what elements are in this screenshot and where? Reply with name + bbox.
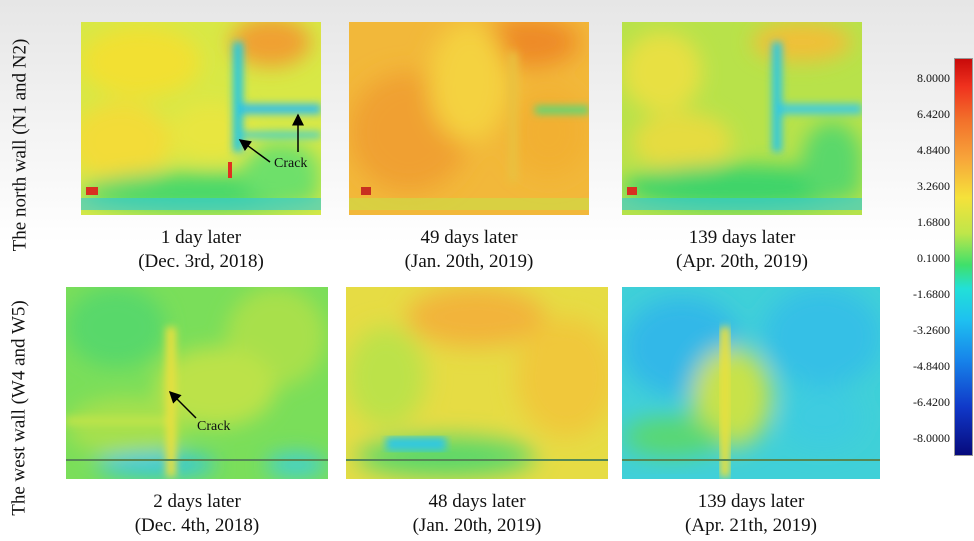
colorbar-tick: -1.6800 bbox=[913, 287, 950, 301]
caption-north-day139: 139 days later (Apr. 20th, 2019) bbox=[622, 226, 862, 274]
caption-west-day2: 2 days later (Dec. 4th, 2018) bbox=[66, 490, 328, 538]
deformation-map bbox=[622, 287, 880, 479]
caption-west-day139: 139 days later (Apr. 21th, 2019) bbox=[622, 490, 880, 538]
caption-north-day49: 49 days later (Jan. 20th, 2019) bbox=[349, 226, 589, 274]
colorbar bbox=[954, 58, 973, 456]
colorbar-tick: 4.8400 bbox=[917, 143, 950, 157]
colorbar-tick: -4.8400 bbox=[913, 359, 950, 373]
colorbar-tick: 0.1000 bbox=[917, 251, 950, 265]
panel-west-day139 bbox=[622, 287, 880, 479]
crack-label: Crack bbox=[274, 156, 308, 171]
colorbar-tick: -6.4200 bbox=[913, 395, 950, 409]
colorbar-tick: -3.2600 bbox=[913, 323, 950, 337]
caption-line1: 48 days later bbox=[428, 491, 526, 512]
caption-line2: (Jan. 20th, 2019) bbox=[412, 515, 542, 536]
caption-line1: 49 days later bbox=[420, 227, 518, 248]
row-label-west: The west wall (W4 and W5) bbox=[0, 280, 40, 535]
colorbar-tick: 1.6800 bbox=[917, 215, 950, 229]
deformation-map bbox=[66, 287, 328, 479]
deformation-map bbox=[622, 22, 862, 215]
caption-line2: (Dec. 4th, 2018) bbox=[134, 515, 260, 536]
caption-west-day48: 48 days later (Jan. 20th, 2019) bbox=[346, 490, 608, 538]
colorbar-tick: 8.0000 bbox=[917, 71, 950, 85]
caption-line1: 139 days later bbox=[688, 227, 796, 248]
row-label-north-text: The north wall (N1 and N2) bbox=[9, 38, 31, 252]
row-label-west-text: The west wall (W4 and W5) bbox=[9, 299, 31, 516]
caption-line2: (Apr. 21th, 2019) bbox=[685, 515, 817, 536]
caption-line1: 139 days later bbox=[697, 491, 805, 512]
panel-west-day48 bbox=[346, 287, 608, 479]
caption-line2: (Dec. 3rd, 2018) bbox=[138, 251, 264, 272]
deformation-map bbox=[346, 287, 608, 479]
colorbar-tick: 6.4200 bbox=[917, 107, 950, 121]
panel-west-day2: Crack bbox=[66, 287, 328, 479]
caption-line2: (Apr. 20th, 2019) bbox=[676, 251, 808, 272]
panel-north-day49 bbox=[349, 22, 589, 215]
caption-line1: 2 days later bbox=[153, 491, 241, 512]
panel-north-day139 bbox=[622, 22, 862, 215]
colorbar-tick: 3.2600 bbox=[917, 179, 950, 193]
deformation-map bbox=[81, 22, 321, 215]
colorbar-tick: -8.0000 bbox=[913, 431, 950, 445]
caption-line2: (Jan. 20th, 2019) bbox=[404, 251, 534, 272]
row-label-north: The north wall (N1 and N2) bbox=[0, 20, 40, 270]
caption-north-day1: 1 day later (Dec. 3rd, 2018) bbox=[81, 226, 321, 274]
crack-label: Crack bbox=[197, 419, 231, 434]
deformation-map bbox=[349, 22, 589, 215]
caption-line1: 1 day later bbox=[160, 227, 242, 248]
panel-north-day1: Crack bbox=[81, 22, 321, 215]
